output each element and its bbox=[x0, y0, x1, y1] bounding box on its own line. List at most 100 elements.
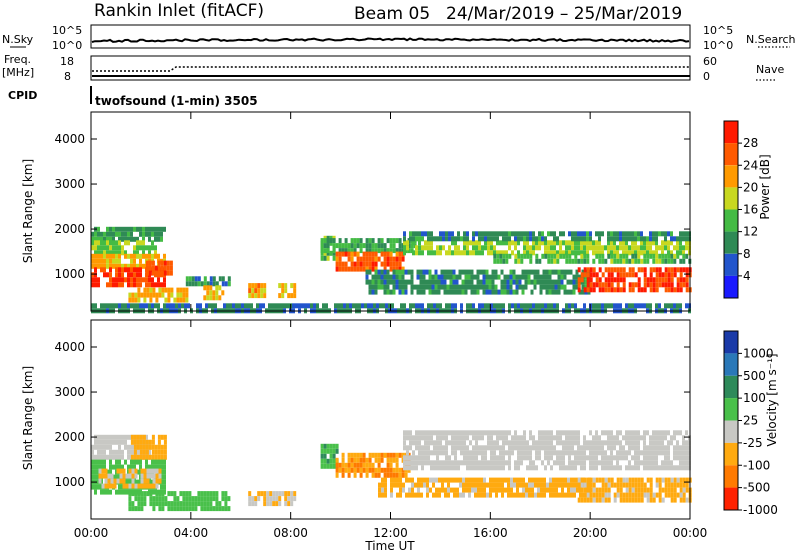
scatter-cell bbox=[508, 440, 511, 446]
scatter-cell bbox=[143, 478, 147, 484]
scatter-cell bbox=[329, 463, 333, 469]
scatter-cell bbox=[457, 250, 460, 256]
scatter-cell bbox=[673, 450, 676, 456]
scatter-cell bbox=[415, 465, 418, 471]
scatter-cell bbox=[439, 445, 442, 451]
scatter-cell bbox=[118, 240, 121, 246]
scatter-cell bbox=[421, 430, 424, 436]
scatter-cell bbox=[476, 274, 480, 280]
scatter-cell bbox=[115, 464, 118, 470]
scatter-cell bbox=[535, 450, 538, 456]
scatter-cell bbox=[97, 464, 100, 470]
scatter-cell bbox=[475, 455, 478, 461]
scatter-cell bbox=[212, 290, 216, 296]
scatter-cell bbox=[531, 492, 534, 498]
scatter-cell bbox=[567, 482, 570, 488]
scatter-cell bbox=[145, 226, 148, 232]
scatter-cell bbox=[525, 492, 528, 498]
scatter-cell bbox=[682, 482, 686, 488]
scatter-cell bbox=[475, 430, 478, 436]
scatter-cell bbox=[646, 455, 649, 461]
scatter-cell bbox=[510, 477, 513, 483]
scatter-cell bbox=[133, 267, 136, 273]
scatter-cell bbox=[143, 292, 147, 298]
scatter-cell bbox=[482, 284, 486, 290]
scatter-cell bbox=[415, 430, 418, 436]
scatter-cell bbox=[176, 506, 180, 512]
scatter-cell bbox=[483, 487, 486, 493]
scatter-cell bbox=[121, 464, 124, 470]
scatter-cell bbox=[670, 497, 674, 503]
scatter-cell bbox=[426, 482, 429, 488]
scatter-cell bbox=[511, 231, 514, 237]
scatter-cell bbox=[616, 435, 619, 441]
scatter-cell bbox=[682, 277, 686, 283]
scatter-cell bbox=[106, 303, 109, 309]
scatter-cell bbox=[430, 450, 433, 456]
scatter-cell bbox=[508, 465, 511, 471]
scatter-cell bbox=[460, 450, 463, 456]
scatter-cell bbox=[160, 449, 164, 455]
scatter-cell bbox=[664, 435, 667, 441]
scatter-cell bbox=[197, 491, 201, 497]
scatter-cell bbox=[109, 263, 112, 269]
scatter-cell bbox=[362, 457, 366, 463]
scatter-cell bbox=[414, 492, 417, 498]
scatter-cell bbox=[374, 284, 378, 290]
scatter-cell bbox=[257, 491, 261, 497]
scatter-cell bbox=[118, 272, 121, 278]
scatter-cell bbox=[356, 452, 360, 458]
scatter-cell bbox=[119, 473, 123, 479]
scatter-cell bbox=[470, 289, 474, 295]
scatter-cell bbox=[173, 506, 177, 512]
scatter-cell bbox=[185, 496, 189, 502]
scatter-cell bbox=[646, 497, 650, 503]
scatter-cell bbox=[643, 282, 647, 288]
scatter-cell bbox=[562, 440, 565, 446]
scatter-cell bbox=[679, 465, 682, 471]
scatter-cell bbox=[130, 236, 133, 242]
scatter-cell bbox=[478, 465, 481, 471]
scatter-cell bbox=[445, 455, 448, 461]
scatter-cell bbox=[378, 482, 381, 488]
scatter-cell bbox=[438, 487, 441, 493]
scatter-cell bbox=[568, 465, 571, 471]
scatter-cell bbox=[475, 445, 478, 451]
scatter-cell bbox=[107, 483, 111, 489]
scatter-cell bbox=[483, 477, 486, 483]
scatter-cell bbox=[417, 482, 420, 488]
scatter-cell bbox=[519, 492, 522, 498]
scatter-cell bbox=[94, 469, 97, 475]
scatter-cell bbox=[145, 459, 148, 465]
scatter-cell bbox=[476, 279, 480, 285]
scatter-cell bbox=[203, 491, 207, 497]
scatter-cell bbox=[568, 445, 571, 451]
scatter-cell bbox=[531, 482, 534, 488]
scatter-cell bbox=[544, 440, 547, 446]
scatter-cell bbox=[118, 444, 121, 450]
scatter-cell bbox=[601, 492, 605, 498]
scatter-cell bbox=[679, 487, 683, 493]
scatter-cell bbox=[537, 477, 540, 483]
scatter-cell bbox=[463, 440, 466, 446]
scatter-cell bbox=[571, 240, 574, 246]
scatter-cell bbox=[548, 279, 552, 285]
scatter-cell bbox=[353, 472, 357, 478]
scatter-cell bbox=[142, 245, 145, 251]
scatter-cell bbox=[124, 303, 127, 309]
nave-tick-bottom: 0 bbox=[703, 70, 710, 83]
scatter-cell bbox=[545, 289, 549, 295]
scatter-cell bbox=[421, 231, 424, 237]
scatter-cell bbox=[103, 253, 106, 259]
scatter-cell bbox=[583, 445, 586, 451]
scatter-cell bbox=[121, 277, 124, 283]
scatter-cell bbox=[353, 243, 357, 249]
scatter-cell bbox=[406, 245, 409, 251]
scatter-cell bbox=[151, 303, 154, 309]
scatter-cell bbox=[412, 236, 415, 242]
scatter-cell bbox=[444, 492, 447, 498]
scatter-cell bbox=[535, 236, 538, 242]
scatter-cell bbox=[685, 450, 688, 456]
scatter-cell bbox=[584, 284, 588, 290]
scatter-cell bbox=[160, 265, 164, 271]
